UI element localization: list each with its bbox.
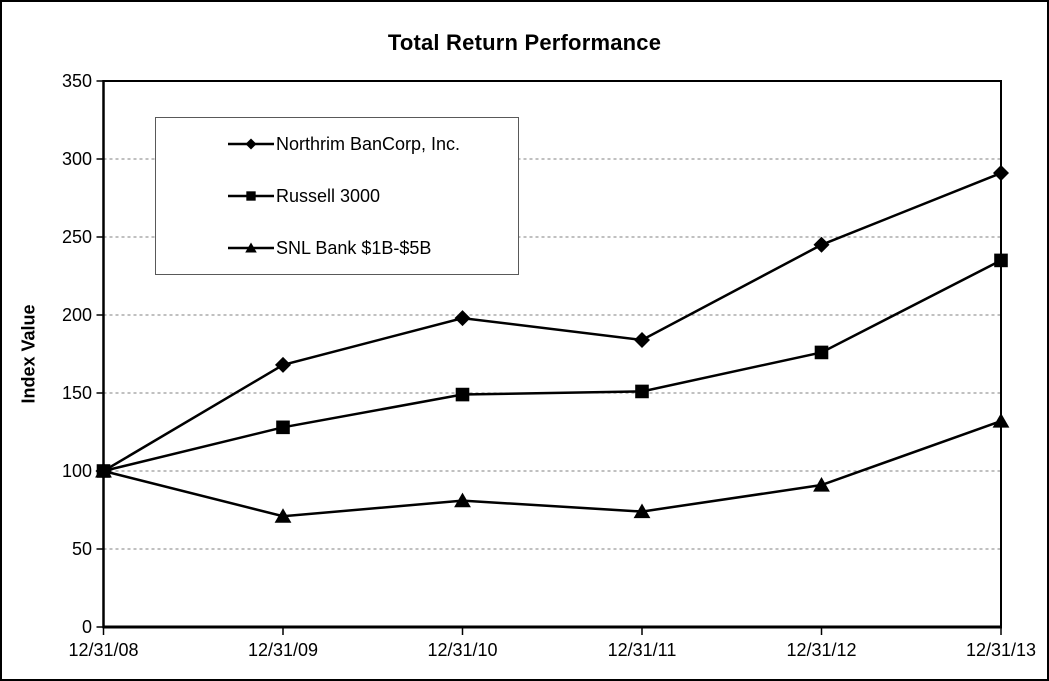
- y-tick-label: 350: [62, 71, 92, 91]
- legend-item-snl-bank: SNL Bank $1B-$5B: [156, 222, 518, 274]
- y-tick-label: 0: [82, 617, 92, 637]
- diamond-marker-icon: [228, 138, 274, 150]
- x-tick-label: 12/31/13: [966, 640, 1036, 660]
- y-tick-label: 200: [62, 305, 92, 325]
- square-data-point-marker: [994, 253, 1008, 268]
- triangle-icon: [245, 242, 257, 253]
- x-tick-label: 12/31/12: [786, 640, 856, 660]
- square-data-point-marker: [455, 387, 470, 402]
- square-data-point-marker: [276, 420, 290, 435]
- y-tick-label: 50: [72, 539, 92, 559]
- diamond-data-point-marker: [993, 165, 1009, 182]
- diamond-data-point-marker: [275, 356, 291, 373]
- legend-item-russell-3000: Russell 3000: [156, 170, 518, 222]
- y-tick-label: 150: [62, 383, 92, 403]
- triangle-data-point-marker: [274, 508, 292, 523]
- diamond-icon: [245, 138, 257, 150]
- legend-label: Northrim BanCorp, Inc.: [276, 133, 461, 154]
- y-tick-label: 100: [62, 461, 92, 481]
- chart-title: Total Return Performance: [387, 30, 662, 55]
- x-tick-label: 12/31/08: [68, 640, 138, 660]
- triangle-marker-icon: [228, 242, 274, 253]
- legend-item-northrim-bancorp: Northrim BanCorp, Inc.: [156, 118, 518, 170]
- square-data-point-marker: [635, 384, 649, 399]
- diamond-data-point-marker: [813, 236, 830, 253]
- series-line-square: [103, 259, 1002, 473]
- diamond-data-point-marker: [454, 310, 471, 327]
- legend: Northrim BanCorp, Inc. Russell 3000 SNL …: [155, 117, 519, 275]
- triangle-data-point-marker: [992, 413, 1010, 428]
- triangle-data-point-marker: [813, 477, 830, 492]
- series-line-triangle: [103, 419, 1002, 518]
- x-tick-label: 12/31/10: [427, 640, 497, 660]
- triangle-data-point-marker: [95, 463, 112, 478]
- y-tick-label: 300: [62, 149, 92, 169]
- x-tick-label: 12/31/09: [248, 640, 318, 660]
- legend-label: Russell 3000: [276, 185, 381, 206]
- x-tick-label: 12/31/11: [608, 640, 677, 660]
- triangle-data-point-marker: [633, 503, 651, 519]
- square-data-point-marker: [814, 345, 829, 360]
- square-marker-icon: [228, 191, 274, 201]
- triangle-data-point-marker: [454, 492, 471, 508]
- square-icon: [246, 191, 256, 201]
- diamond-data-point-marker: [634, 331, 650, 348]
- y-tick-label: 250: [62, 227, 92, 247]
- series-line-diamond: [102, 171, 1002, 473]
- legend-label: SNL Bank $1B-$5B: [276, 237, 432, 258]
